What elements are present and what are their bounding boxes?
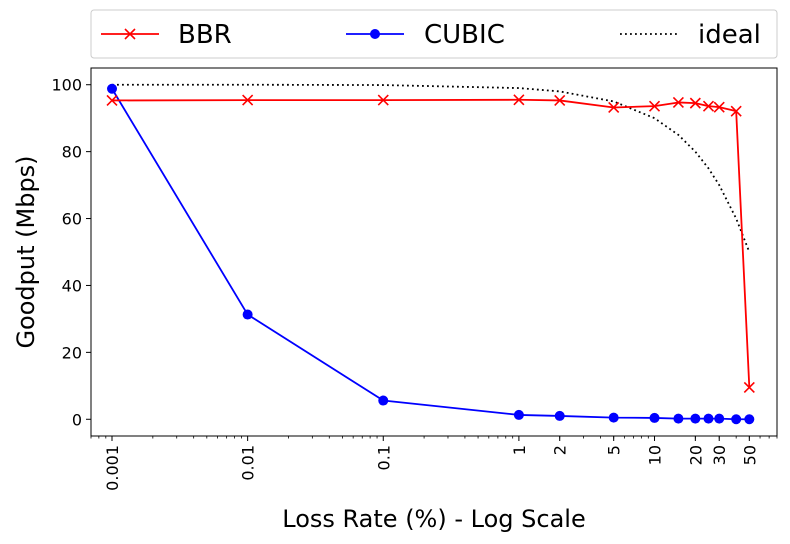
ideal-line bbox=[112, 83, 751, 253]
series-layer bbox=[106, 83, 755, 425]
y-tick-label: 20 bbox=[62, 343, 82, 362]
bbr-point bbox=[713, 101, 725, 113]
x-tick-label: 30 bbox=[710, 445, 729, 465]
bbr-point bbox=[730, 105, 742, 117]
x-axis-title: Loss Rate (%) - Log Scale bbox=[282, 505, 585, 533]
y-tick-label: 60 bbox=[62, 210, 82, 229]
cubic-point bbox=[744, 414, 755, 425]
bbr-point bbox=[648, 100, 661, 112]
x-tick-label: 0.1 bbox=[374, 445, 393, 470]
legend-cubic-label: CUBIC bbox=[424, 20, 505, 50]
bbr-line bbox=[112, 98, 751, 388]
legend: BBR CUBIC ideal bbox=[90, 9, 778, 59]
x-tick-label: 50 bbox=[740, 445, 759, 465]
bbr-point bbox=[106, 94, 118, 107]
bbr-point bbox=[377, 94, 389, 106]
bbr-point bbox=[513, 94, 525, 106]
legend-bbr-label: BBR bbox=[178, 20, 232, 50]
cubic-point bbox=[554, 410, 565, 421]
cubic-line bbox=[111, 88, 750, 421]
series-cubic bbox=[107, 83, 755, 425]
cubic-point bbox=[608, 412, 619, 423]
cubic-point bbox=[703, 413, 714, 424]
cubic-point bbox=[107, 83, 118, 94]
cubic-point bbox=[378, 395, 389, 406]
cubic-point bbox=[731, 414, 742, 425]
y-tick-label: 40 bbox=[62, 276, 82, 295]
bbr-point bbox=[608, 101, 620, 114]
bbr-point bbox=[242, 94, 254, 106]
x-tick-label: 0.01 bbox=[239, 445, 258, 481]
legend-bbr-marker bbox=[124, 28, 136, 40]
bbr-point bbox=[554, 94, 566, 107]
x-tick-label: 10 bbox=[646, 445, 665, 465]
x-tick-label: 0.001 bbox=[103, 445, 122, 491]
cubic-point bbox=[690, 413, 701, 424]
bbr-point bbox=[702, 100, 715, 112]
cubic-point bbox=[673, 413, 684, 424]
series-ideal bbox=[112, 83, 751, 253]
series-bbr bbox=[106, 94, 755, 394]
x-tick-label: 2 bbox=[551, 445, 570, 455]
bbr-point bbox=[743, 381, 755, 394]
cubic-point bbox=[714, 413, 725, 424]
y-axis: 0 20 40 60 80 100 bbox=[51, 76, 91, 429]
legend-frame bbox=[90, 9, 778, 59]
cubic-point bbox=[649, 412, 660, 423]
legend-cubic-marker bbox=[370, 29, 380, 39]
bbr-point bbox=[672, 96, 684, 109]
legend-ideal-label: ideal bbox=[698, 20, 761, 50]
plot-frame bbox=[90, 67, 778, 437]
cubic-point bbox=[513, 409, 524, 420]
y-tick-label: 0 bbox=[72, 410, 82, 429]
bbr-point bbox=[689, 97, 701, 109]
y-tick-label: 100 bbox=[51, 76, 82, 95]
x-tick-label: 1 bbox=[510, 445, 529, 455]
x-axis: 0.001 0.01 0.1 1 2 5 10 20 30 50 bbox=[90, 436, 778, 491]
x-tick-label: 20 bbox=[686, 445, 705, 465]
x-tick-label: 5 bbox=[605, 445, 624, 455]
y-tick-label: 80 bbox=[62, 143, 82, 162]
cubic-point bbox=[242, 309, 253, 320]
y-axis-title: Goodput (Mbps) bbox=[12, 155, 40, 348]
